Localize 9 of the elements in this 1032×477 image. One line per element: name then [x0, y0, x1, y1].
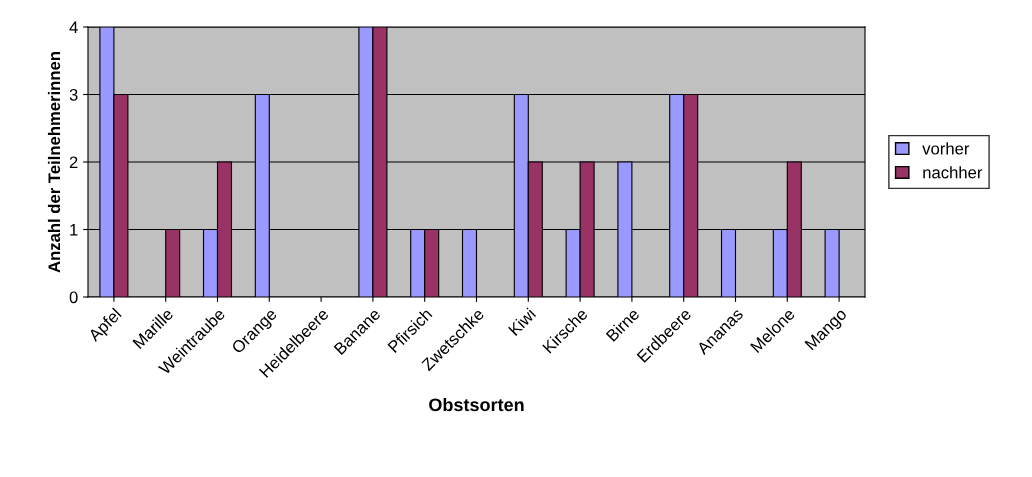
y-axis-title: Anzahl der Teilnehmerinnen [47, 52, 61, 273]
y-tick-label: 3 [69, 88, 78, 101]
legend-label: nachher [923, 166, 983, 179]
y-tick-label: 1 [70, 224, 78, 236]
x-axis-title: Obstsorten [429, 397, 524, 412]
y-tick-label: 2 [69, 156, 78, 169]
y-tick-label: 0 [69, 291, 78, 304]
legend-label: vorher [922, 142, 970, 155]
y-tick-label: 4 [69, 21, 78, 34]
